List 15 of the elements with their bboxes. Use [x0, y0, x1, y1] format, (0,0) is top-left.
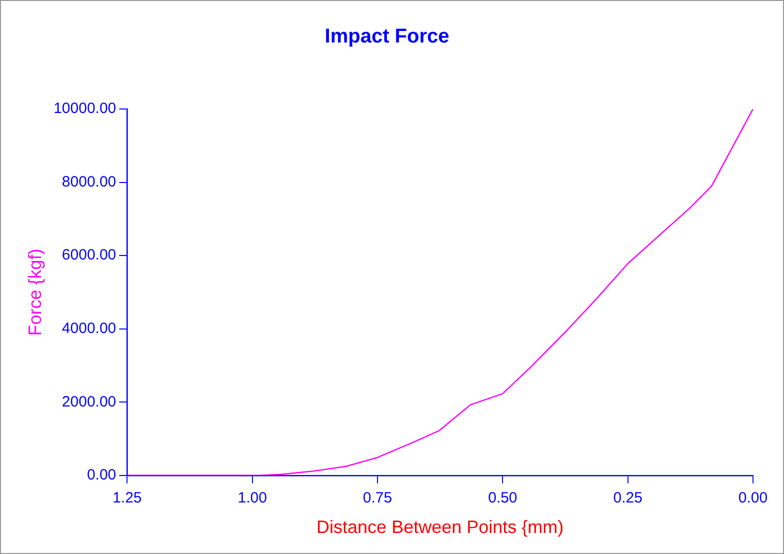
y-tick-label: 2000.00	[62, 393, 116, 410]
x-tick-label: 0.50	[488, 490, 518, 507]
y-tick-label: 4000.00	[62, 320, 116, 337]
x-tick-label: 0.25	[613, 490, 642, 507]
y-tick-label: 8000.00	[62, 173, 116, 190]
x-tick-label: 0.75	[362, 490, 392, 507]
x-tick-label: 1.25	[112, 490, 142, 507]
x-tick-label: 0.00	[738, 490, 768, 507]
x-tick-label: 1.00	[238, 490, 267, 507]
y-tick-label: 10000.00	[54, 100, 116, 118]
y-tick-label: 0.00	[86, 466, 116, 484]
y-axis-title: Force {kgf)	[24, 248, 45, 336]
chart-title: Impact Force	[324, 26, 450, 48]
y-tick-label: 6000.00	[62, 246, 116, 264]
x-axis-title: Distance Between Points {mm)	[316, 517, 564, 538]
